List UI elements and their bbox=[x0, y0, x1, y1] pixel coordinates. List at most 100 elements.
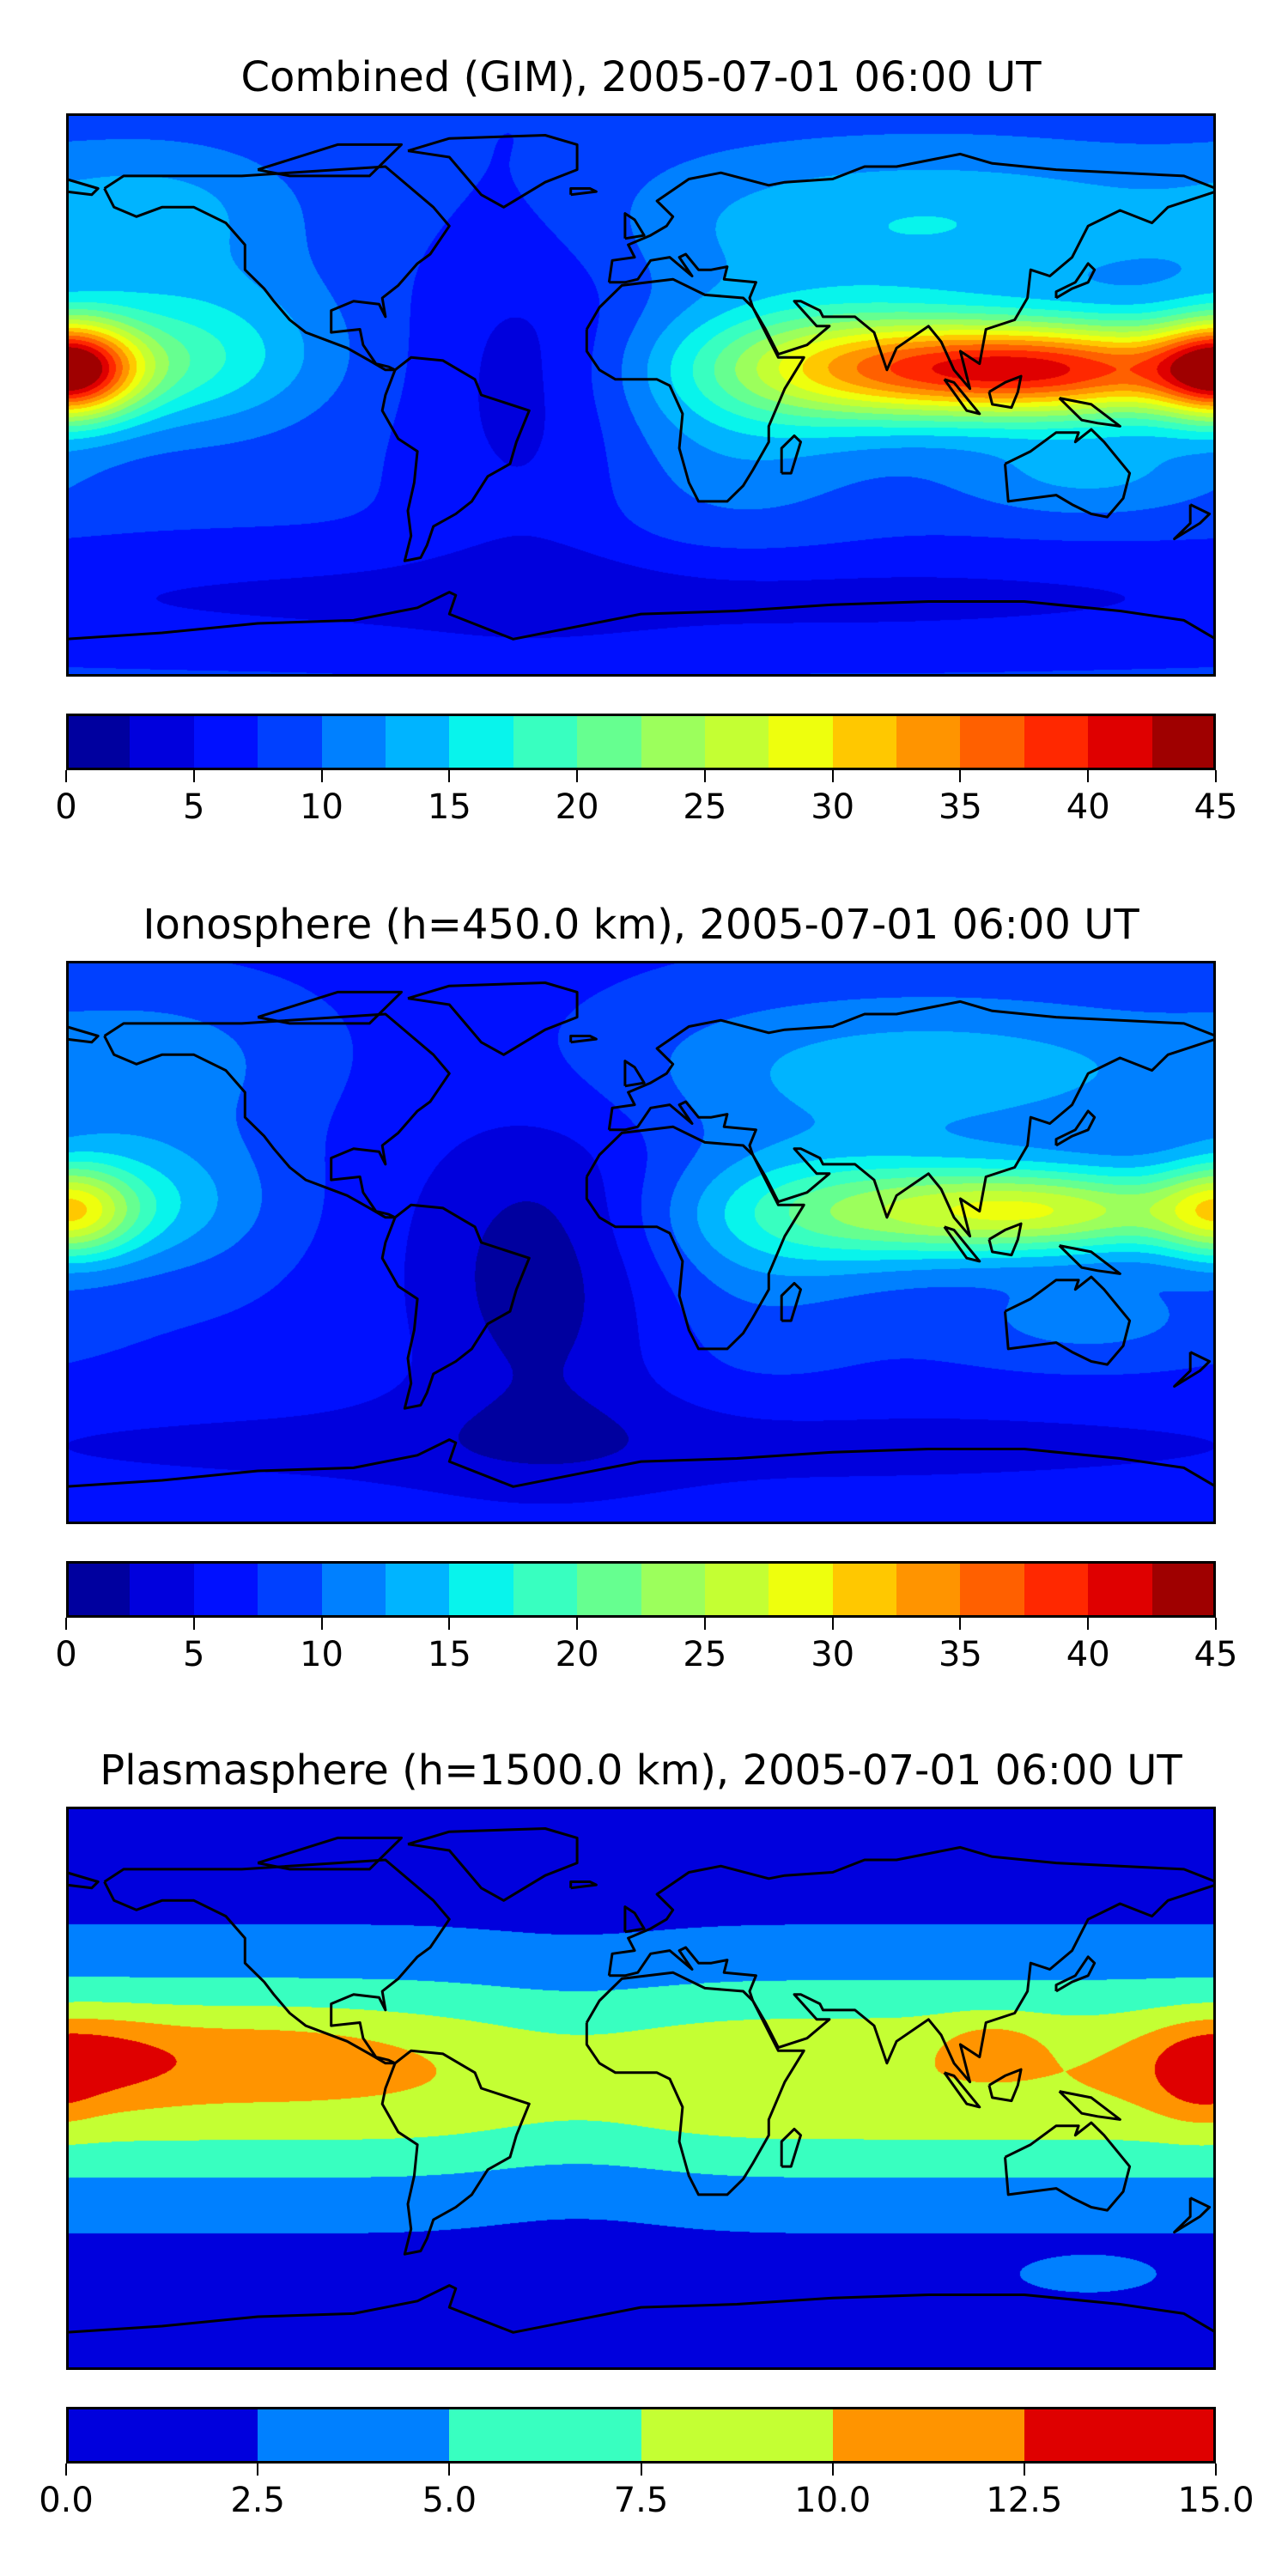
coastline bbox=[987, 374, 1023, 410]
colorbar-tick bbox=[831, 2464, 834, 2476]
coastline bbox=[987, 2068, 1023, 2103]
coastline bbox=[380, 1203, 531, 1410]
coastline bbox=[569, 1880, 598, 1890]
colorbar-tick-label: 10.0 bbox=[794, 2481, 872, 2520]
coastline bbox=[1058, 1244, 1121, 1275]
colorbar-tick-label: 20 bbox=[555, 787, 599, 827]
tec-contour-field bbox=[66, 113, 1216, 677]
coastline bbox=[380, 355, 531, 562]
map-ionosphere bbox=[66, 961, 1216, 1524]
coastline bbox=[66, 591, 1216, 641]
coastline bbox=[569, 1035, 598, 1044]
coastline bbox=[66, 1871, 100, 1890]
coastline bbox=[1173, 503, 1212, 541]
colorbar-tick-label: 10 bbox=[300, 1635, 343, 1674]
colorbar-tick-label: 25 bbox=[683, 1635, 727, 1674]
coastline bbox=[780, 434, 802, 475]
coastline bbox=[987, 1222, 1023, 1257]
colorbar-segment bbox=[960, 1561, 1024, 1618]
coastline bbox=[780, 2127, 802, 2168]
coastline bbox=[103, 1858, 451, 2065]
colorbar-segment bbox=[832, 714, 897, 770]
colorbar-segment bbox=[66, 714, 131, 770]
map-frame bbox=[66, 1807, 1216, 2370]
colorbar-ionosphere: 0 5 10 15 20 25 30 35 40 45 bbox=[55, 1561, 1237, 1674]
colorbar-segment bbox=[896, 1561, 961, 1618]
coastline bbox=[66, 1438, 1216, 1488]
coastline bbox=[585, 1971, 805, 2196]
coastline bbox=[569, 187, 598, 197]
colorbar-tick-label: 35 bbox=[938, 1635, 982, 1674]
coastline bbox=[623, 1905, 646, 1934]
coastline bbox=[257, 990, 403, 1025]
colorbar-segment bbox=[130, 714, 194, 770]
colorbar-tick bbox=[1023, 2464, 1025, 2476]
coastline bbox=[66, 2284, 1216, 2334]
coastline bbox=[943, 378, 981, 416]
colorbar-tick-label: 15 bbox=[427, 787, 471, 827]
colorbar-segment bbox=[258, 1561, 322, 1618]
coastline bbox=[103, 1012, 451, 1219]
coastlines bbox=[66, 1827, 1216, 2334]
coastline bbox=[780, 1281, 802, 1322]
colorbar-tick-label: 30 bbox=[811, 787, 855, 827]
coastline bbox=[1054, 262, 1097, 300]
colorbar-segment bbox=[258, 714, 322, 770]
colorbar-tick-label: 7.5 bbox=[613, 2481, 669, 2520]
coastline bbox=[623, 1060, 646, 1088]
coastline bbox=[103, 165, 451, 372]
colorbar-segment bbox=[704, 1561, 769, 1618]
colorbar-plasmasphere: 0.0 2.5 5.0 7.5 10.0 12.5 15.0 bbox=[39, 2407, 1255, 2520]
colorbar-segment bbox=[577, 714, 641, 770]
colorbar-tick bbox=[959, 770, 962, 782]
colorbar-tick bbox=[192, 1618, 195, 1630]
colorbar-segment bbox=[66, 2407, 258, 2464]
colorbar-tick bbox=[1215, 770, 1217, 782]
colorbar-tick bbox=[65, 770, 67, 782]
colorbar-tick bbox=[65, 1618, 67, 1630]
colorbar-segment bbox=[130, 1561, 194, 1618]
colorbar-tick bbox=[1215, 2464, 1217, 2476]
colorbar-tick bbox=[320, 1618, 323, 1630]
tec-contour-field bbox=[66, 1807, 1216, 2370]
colorbar-segment bbox=[449, 1561, 513, 1618]
colorbar-tick bbox=[959, 1618, 962, 1630]
colorbar-segment bbox=[1151, 1561, 1217, 1618]
colorbar-segment bbox=[832, 1561, 897, 1618]
colorbar-tick bbox=[576, 770, 579, 782]
coastline bbox=[407, 134, 579, 209]
colorbar-tick bbox=[831, 770, 834, 782]
colorbar-segment bbox=[1024, 714, 1089, 770]
colorbar-segment bbox=[321, 1561, 386, 1618]
coastline bbox=[607, 999, 1216, 1238]
coastline bbox=[257, 1836, 403, 1871]
coastline bbox=[66, 178, 100, 197]
colorbar-tick bbox=[576, 1618, 579, 1630]
colorbar-segment bbox=[1024, 1561, 1089, 1618]
colorbar-tick-label: 0 bbox=[55, 1635, 77, 1674]
coastline bbox=[1054, 1109, 1097, 1147]
colorbar-segment bbox=[1024, 2407, 1217, 2464]
colorbar-tick bbox=[831, 1618, 834, 1630]
colorbar-segment bbox=[704, 714, 769, 770]
colorbar-segment bbox=[66, 1561, 131, 1618]
colorbar-segment bbox=[449, 2407, 641, 2464]
coastline bbox=[943, 2071, 981, 2109]
coastline bbox=[1058, 2090, 1121, 2121]
coastline bbox=[1004, 2121, 1132, 2212]
colorbar-tick-label: 30 bbox=[811, 1635, 855, 1674]
panel-title-ionosphere: Ionosphere (h=450.0 km), 2005-07-01 06:0… bbox=[143, 901, 1139, 949]
coastline bbox=[623, 212, 646, 240]
colorbar-tick-label: 40 bbox=[1066, 1635, 1110, 1674]
colorbar-tick-label: 0 bbox=[55, 787, 77, 827]
coastline bbox=[380, 2049, 531, 2256]
colorbar-frame bbox=[66, 714, 1216, 770]
colorbar-tick-label: 10 bbox=[300, 787, 343, 827]
colorbar-tick bbox=[192, 770, 195, 782]
coastline bbox=[66, 1025, 100, 1044]
coastline bbox=[1054, 1955, 1097, 1993]
colorbar-segment bbox=[258, 2407, 450, 2464]
colorbar-segment bbox=[769, 1561, 833, 1618]
colorbar-tick-label: 20 bbox=[555, 1635, 599, 1674]
colorbar-tick bbox=[448, 1618, 451, 1630]
